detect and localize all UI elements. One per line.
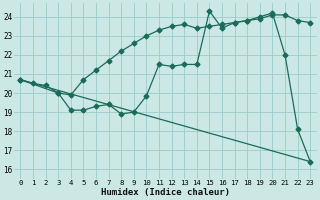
- X-axis label: Humidex (Indice chaleur): Humidex (Indice chaleur): [101, 188, 230, 197]
